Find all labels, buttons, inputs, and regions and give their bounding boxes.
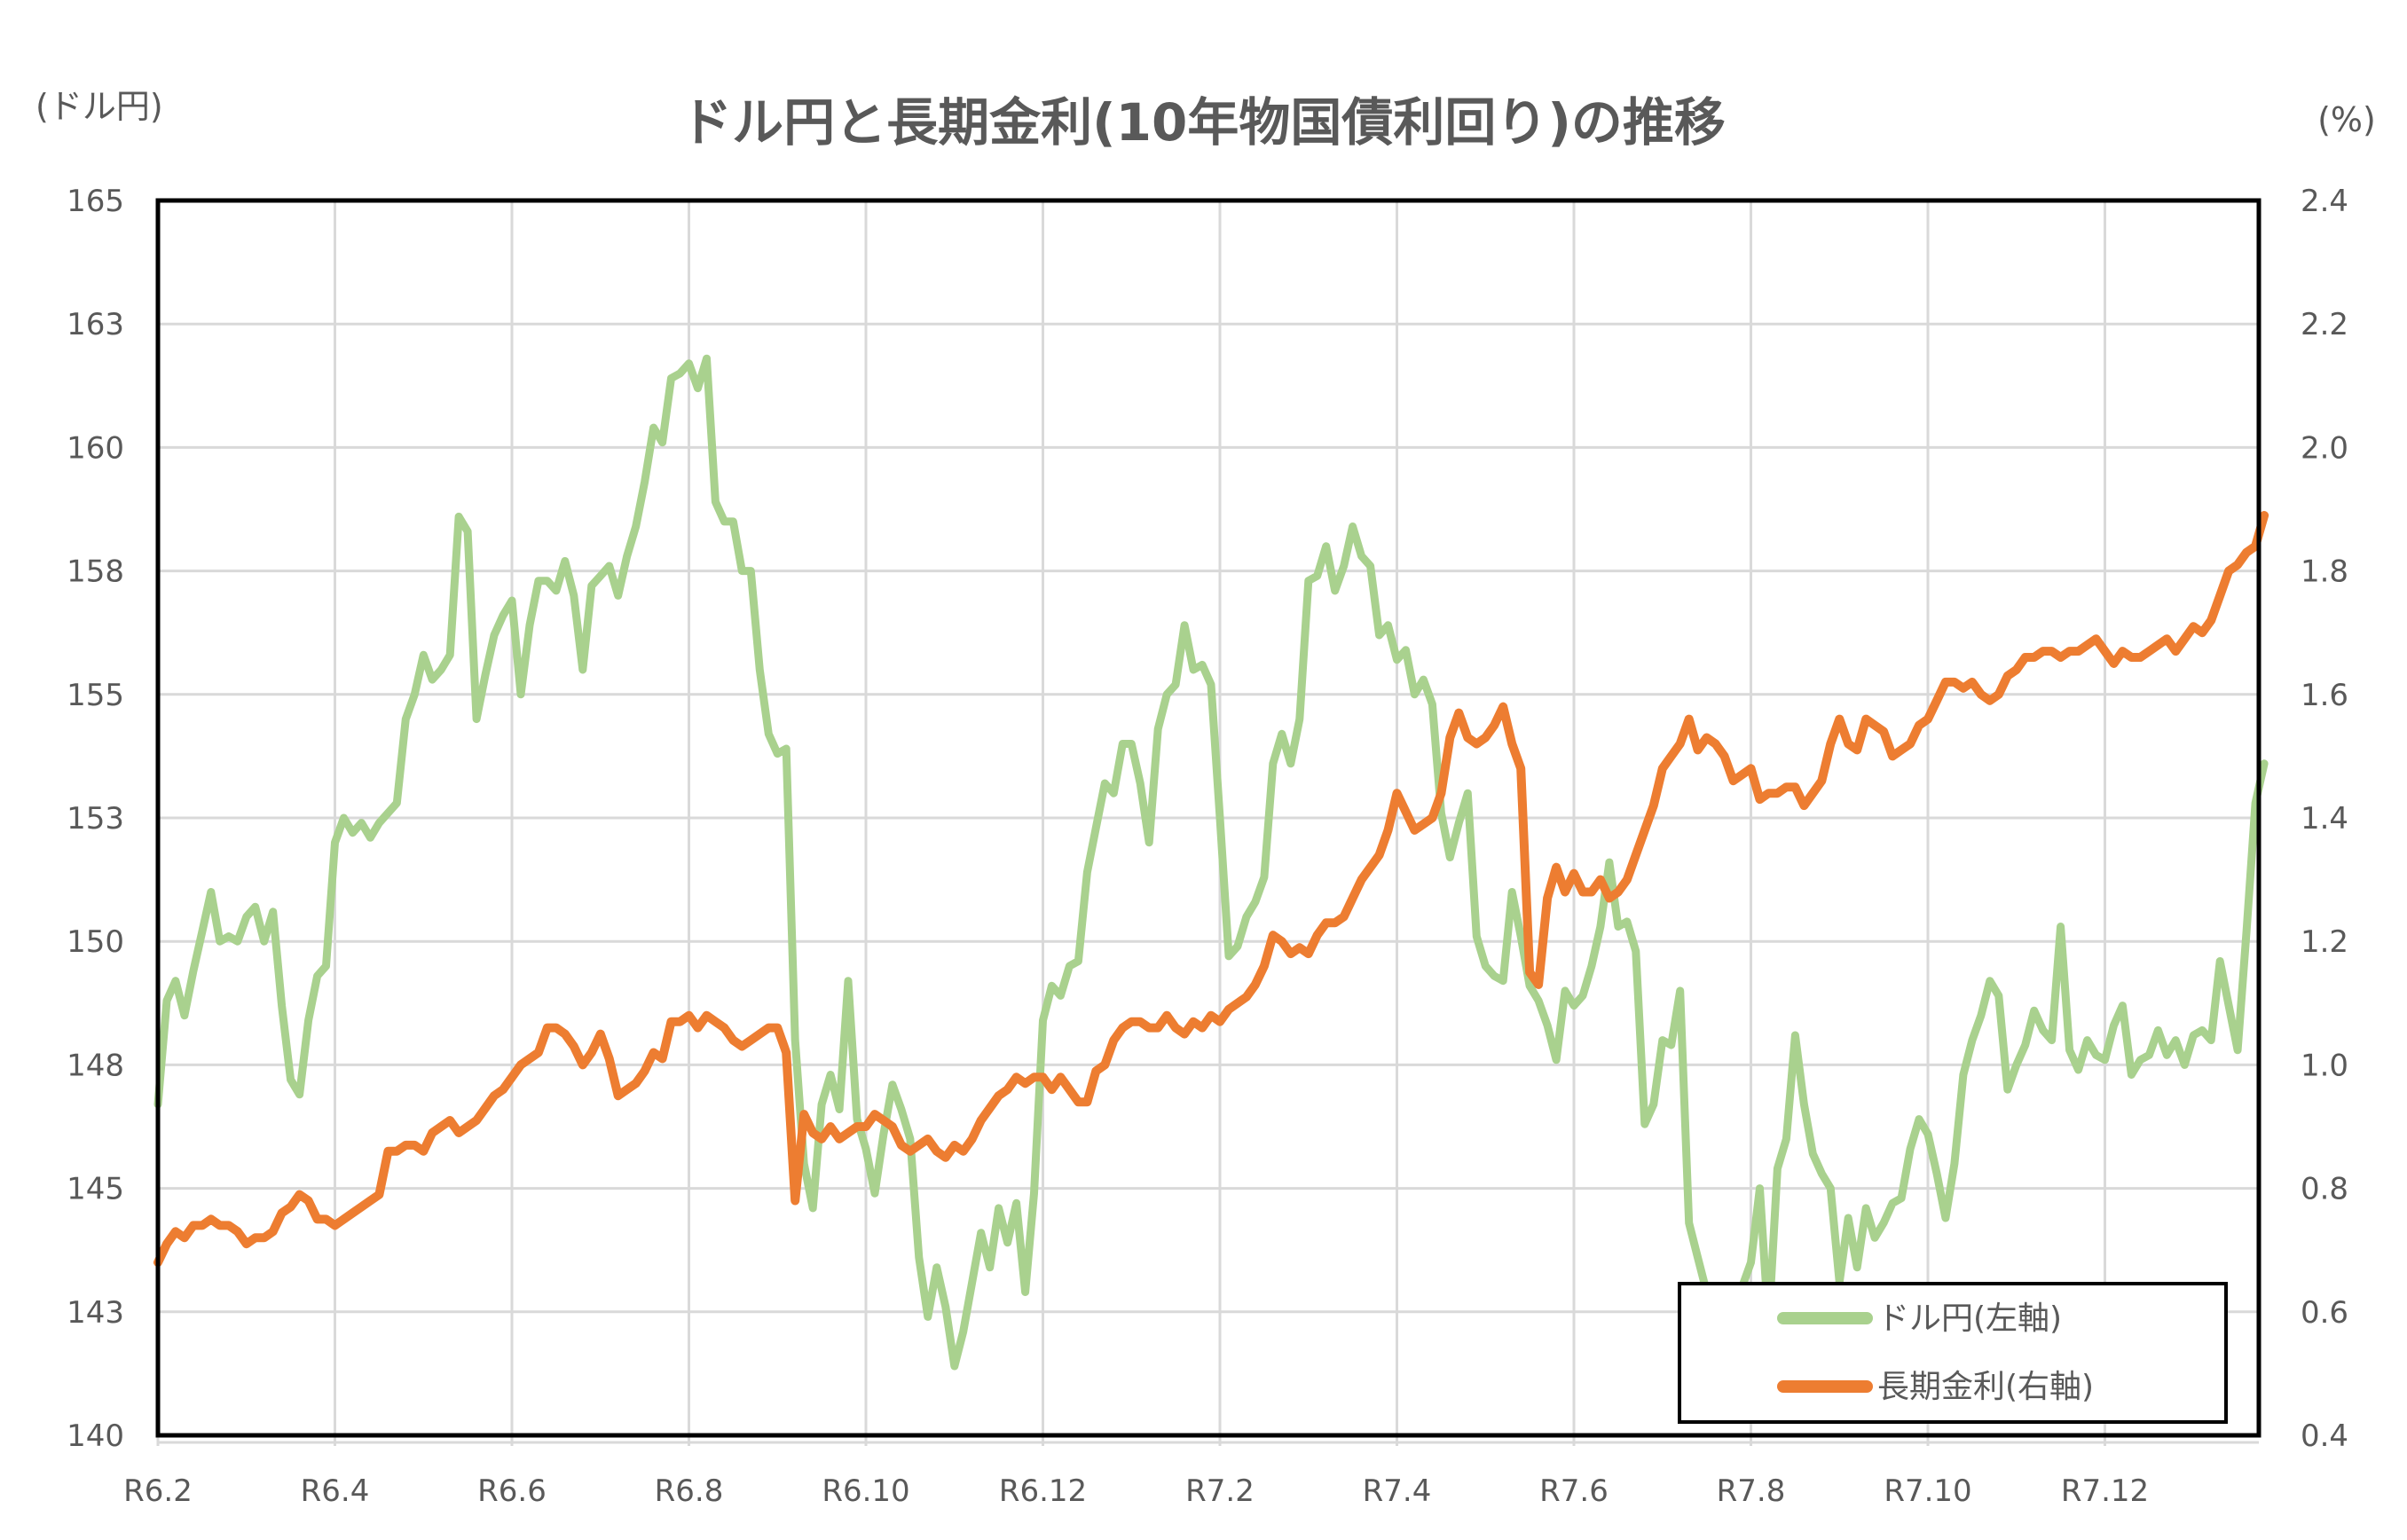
legend-label-usdjpy: ドル円(左軸) xyxy=(1877,1300,2062,1337)
right-axis-unit: (%) xyxy=(2317,100,2376,139)
left-tick-label: 163 xyxy=(67,307,124,342)
x-tick-label: R7.10 xyxy=(1884,1473,1971,1509)
x-tick-label: R6.4 xyxy=(301,1473,370,1509)
x-tick-label: R6.10 xyxy=(822,1473,909,1509)
x-tick-label: R6.12 xyxy=(999,1473,1087,1509)
gridlines xyxy=(156,200,2259,1446)
left-tick-label: 155 xyxy=(67,678,124,713)
usdjpy-line xyxy=(153,354,2269,1371)
x-tick-label: R7.12 xyxy=(2061,1473,2149,1509)
left-tick-label: 148 xyxy=(67,1048,124,1083)
right-tick-label: 2.2 xyxy=(2301,307,2348,342)
right-tick-label: 0.8 xyxy=(2301,1172,2348,1207)
x-axis-labels: R6.2 R6.4 R6.6 R6.8 R6.10 R6.12 R7.2 R7.4 R7.6 R7… xyxy=(123,1473,2149,1509)
left-tick-label: 150 xyxy=(67,924,124,960)
series-lines xyxy=(153,354,2269,1371)
x-tick-label: R6.8 xyxy=(655,1473,724,1509)
jgb10y-line xyxy=(153,511,2269,1268)
left-tick-label: 153 xyxy=(67,801,124,837)
left-tick-label: 160 xyxy=(67,430,124,466)
left-y-axis-labels: 140 143 145 148 150 153 155 158 160 163 165 xyxy=(67,184,124,1454)
x-tick-label: R6.6 xyxy=(477,1473,547,1509)
left-tick-label: 143 xyxy=(67,1295,124,1331)
plot-frame xyxy=(155,198,2261,1438)
legend: ドル円(左軸) 長期金利(右軸) xyxy=(1678,1282,2228,1424)
x-tick-label: R7.6 xyxy=(1539,1473,1609,1509)
chart-title: ドル円と長期金利(10年物国債利回り)の推移 xyxy=(680,92,1726,153)
left-axis-unit: (ドル円) xyxy=(35,87,163,126)
right-tick-label: 1.8 xyxy=(2301,554,2348,590)
left-tick-label: 140 xyxy=(67,1418,124,1454)
x-tick-label: R7.8 xyxy=(1717,1473,1786,1509)
x-tick-label: R7.4 xyxy=(1363,1473,1432,1509)
right-tick-label: 2.0 xyxy=(2301,430,2348,466)
right-tick-label: 1.4 xyxy=(2301,801,2348,837)
right-tick-label: 2.4 xyxy=(2301,184,2348,219)
right-y-axis-labels: 0.4 0.6 0.8 1.0 1.2 1.4 1.6 1.8 2.0 2.2 2.4 xyxy=(2301,184,2348,1454)
x-tick-label: R6.2 xyxy=(123,1473,193,1509)
right-tick-label: 1.2 xyxy=(2301,924,2348,960)
right-tick-label: 0.6 xyxy=(2301,1295,2348,1331)
right-tick-label: 1.6 xyxy=(2301,678,2348,713)
right-tick-label: 1.0 xyxy=(2301,1048,2348,1083)
x-tick-label: R7.2 xyxy=(1185,1473,1255,1509)
left-tick-label: 158 xyxy=(67,554,124,590)
left-tick-label: 145 xyxy=(67,1172,124,1207)
right-tick-label: 0.4 xyxy=(2301,1418,2348,1454)
left-tick-label: 165 xyxy=(67,184,124,219)
legend-box xyxy=(1678,1282,2228,1424)
legend-label-jgb10y: 長期金利(右軸) xyxy=(1877,1369,2094,1405)
